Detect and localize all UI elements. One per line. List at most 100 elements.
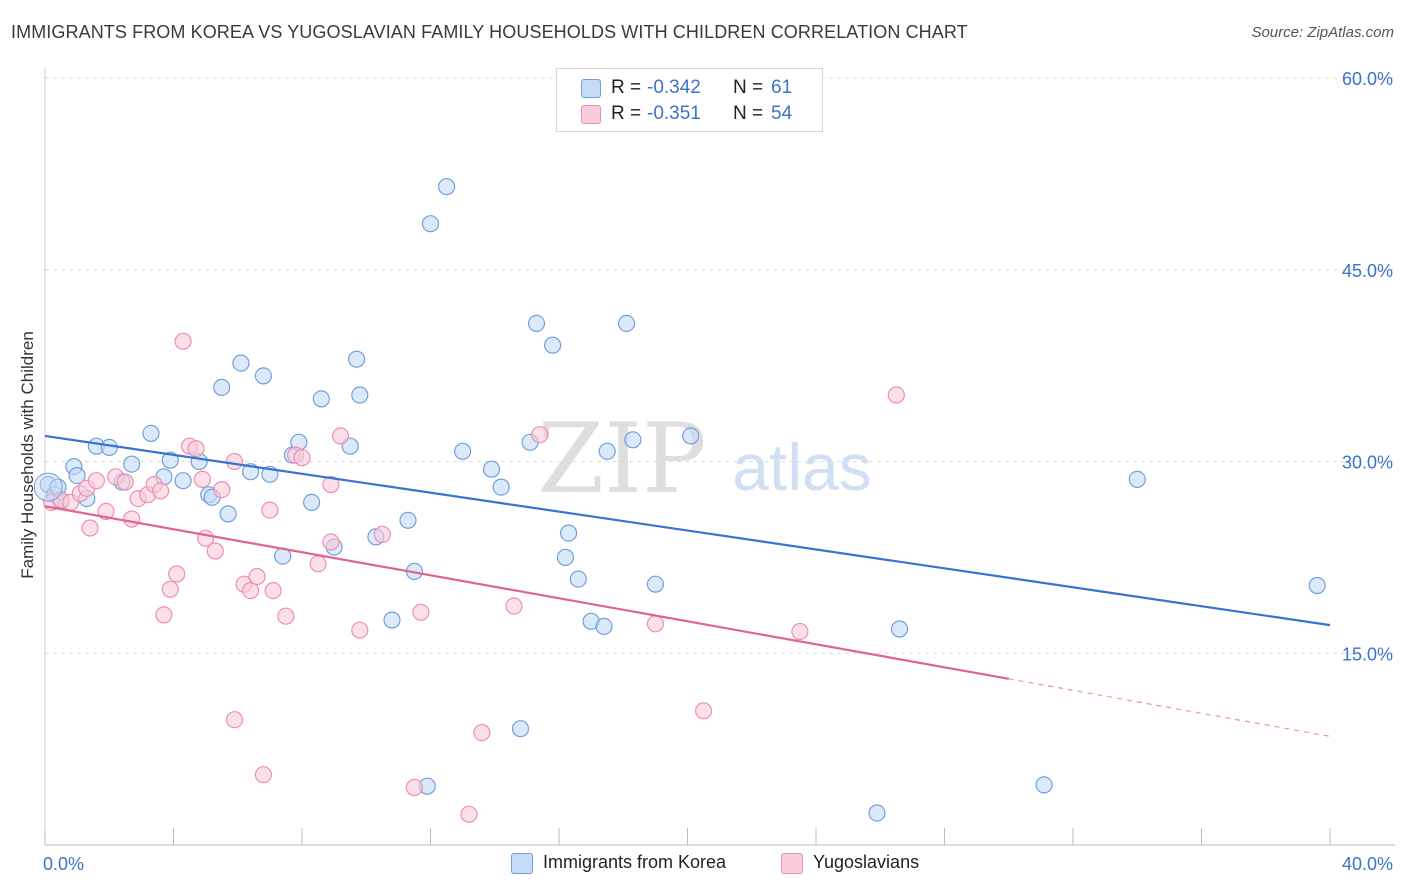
data-point — [174, 472, 192, 490]
watermark-atlas: atlas — [732, 430, 871, 504]
data-point — [505, 597, 523, 615]
data-point — [887, 386, 905, 404]
data-point — [598, 442, 616, 460]
data-point — [543, 336, 562, 354]
data-point — [492, 478, 510, 496]
data-point — [1128, 470, 1146, 488]
data-point — [123, 510, 141, 528]
y-tick-label: 60.0% — [1342, 69, 1393, 89]
trend-lines — [44, 434, 1331, 737]
data-point — [293, 449, 311, 467]
data-point — [595, 617, 613, 636]
data-point — [421, 215, 440, 233]
data-point — [193, 470, 211, 488]
legend-n-value: 54 — [771, 103, 793, 124]
y-tick-label: 30.0% — [1342, 453, 1393, 473]
tick-labels: 15.0% 30.0% 45.0% 60.0% 0.0% 40.0% — [43, 69, 1393, 874]
data-point — [161, 451, 179, 469]
data-point — [460, 805, 478, 823]
data-point — [412, 603, 430, 621]
data-point — [81, 519, 99, 537]
data-point — [646, 615, 665, 633]
data-point — [254, 367, 272, 385]
watermark: ZIP atlas — [537, 403, 871, 515]
data-point — [142, 424, 160, 442]
data-point — [1308, 576, 1326, 595]
data-point — [791, 622, 809, 641]
data-point — [890, 620, 909, 638]
data-point — [68, 467, 86, 485]
legend-r-label: R = — [611, 77, 642, 98]
x-tick-label: 0.0% — [43, 854, 84, 874]
data-point — [694, 702, 713, 720]
data-point — [312, 390, 330, 408]
data-point — [569, 570, 587, 588]
data-point — [322, 533, 340, 551]
data-point — [348, 350, 366, 368]
data-point — [219, 505, 237, 523]
watermark-zip: ZIP — [537, 403, 706, 515]
data-point — [624, 431, 642, 449]
data-point — [206, 542, 224, 560]
data-point — [187, 440, 205, 458]
data-point — [87, 472, 106, 490]
data-point — [225, 452, 244, 471]
x-tick-label: 40.0% — [1342, 854, 1393, 874]
data-point — [559, 524, 578, 542]
data-point — [1035, 776, 1053, 794]
data-point — [646, 575, 665, 593]
legend-r-value: -0.342 — [647, 77, 701, 98]
bottom-legend-swatch-korea — [511, 853, 533, 874]
bottom-legend-swatch-yugoslavians — [781, 853, 803, 874]
data-point — [242, 581, 260, 600]
data-point — [116, 473, 134, 491]
data-point — [531, 426, 549, 444]
legend-r-label: R = — [611, 103, 642, 124]
data-point — [682, 427, 700, 445]
bottom-legend-label-korea: Immigrants from Korea — [543, 852, 727, 872]
data-point — [123, 455, 141, 473]
data-point — [261, 501, 279, 519]
data-point — [383, 611, 401, 629]
data-point — [277, 607, 295, 625]
data-point — [373, 525, 391, 544]
data-point — [174, 332, 192, 350]
legend-n-value: 61 — [771, 77, 793, 98]
correlation-legend: R = -0.342 N = 61 R = -0.351 N = 54 — [556, 68, 823, 132]
trend-line — [44, 505, 1009, 680]
data-point — [254, 766, 272, 784]
trend-line — [44, 434, 1331, 627]
data-point — [322, 475, 340, 494]
data-point — [527, 314, 546, 332]
data-point — [264, 581, 282, 600]
series-yugoslavians — [42, 332, 905, 823]
data-points — [33, 178, 1326, 823]
y-axis-label: Family Households with Children — [18, 331, 37, 579]
data-point — [617, 314, 636, 332]
data-point — [309, 555, 327, 573]
chart-title: IMMIGRANTS FROM KOREA VS YUGOSLAVIAN FAM… — [11, 22, 968, 42]
data-point — [331, 427, 350, 445]
bottom-legend-label-yugoslavians: Yugoslavians — [813, 852, 920, 872]
data-point — [556, 548, 575, 567]
axes — [44, 68, 1395, 846]
data-point — [511, 720, 530, 738]
data-point — [213, 378, 231, 396]
data-point — [399, 511, 417, 529]
data-point — [213, 481, 231, 499]
data-point — [225, 711, 244, 729]
trend-line-extension — [1008, 678, 1331, 737]
y-tick-label: 45.0% — [1342, 261, 1393, 281]
legend-r-value: -0.351 — [647, 103, 701, 124]
y-tick-label: 15.0% — [1342, 644, 1393, 664]
data-point — [303, 493, 321, 511]
data-point — [351, 621, 369, 639]
data-point — [168, 565, 186, 583]
data-point — [152, 482, 170, 500]
data-point — [405, 778, 423, 797]
legend-n-label: N = — [733, 77, 764, 98]
data-point — [155, 606, 173, 624]
legend-n-label: N = — [733, 103, 764, 124]
data-point — [248, 567, 266, 586]
